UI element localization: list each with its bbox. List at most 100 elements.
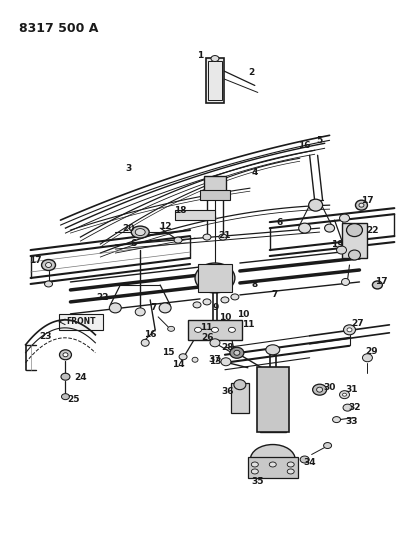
Bar [248, 456, 298, 479]
Ellipse shape [343, 393, 346, 396]
Text: 8: 8 [252, 280, 258, 289]
Text: 12: 12 [159, 222, 171, 231]
Ellipse shape [324, 442, 332, 449]
Ellipse shape [234, 350, 240, 356]
Ellipse shape [179, 354, 187, 360]
Ellipse shape [234, 379, 246, 390]
Text: 21: 21 [219, 231, 231, 239]
Bar [206, 58, 224, 103]
Text: 2: 2 [249, 68, 255, 77]
Ellipse shape [308, 199, 323, 211]
Text: 34: 34 [303, 458, 316, 467]
Text: 37: 37 [208, 356, 221, 364]
Ellipse shape [61, 373, 70, 380]
Ellipse shape [230, 348, 244, 358]
Ellipse shape [195, 263, 235, 293]
Ellipse shape [44, 281, 53, 287]
Ellipse shape [333, 417, 341, 423]
Text: 18: 18 [174, 206, 186, 215]
Text: 10: 10 [237, 310, 249, 319]
Ellipse shape [211, 327, 218, 333]
Bar [231, 383, 249, 413]
Bar [188, 320, 242, 340]
Ellipse shape [337, 246, 346, 254]
Ellipse shape [135, 229, 145, 236]
Text: 6: 6 [277, 217, 283, 227]
Text: 3: 3 [125, 164, 131, 173]
Text: 6: 6 [130, 239, 136, 247]
Ellipse shape [339, 214, 350, 222]
Text: 10: 10 [219, 313, 231, 322]
Text: 27: 27 [351, 319, 364, 328]
Text: 16: 16 [298, 141, 311, 150]
Text: 29: 29 [365, 348, 378, 356]
Text: 11: 11 [200, 324, 212, 333]
Ellipse shape [193, 302, 201, 308]
Text: 11: 11 [242, 320, 254, 329]
Ellipse shape [344, 325, 355, 335]
Text: 7: 7 [150, 303, 156, 312]
Bar [175, 210, 215, 220]
Ellipse shape [346, 224, 362, 237]
Text: FRONT: FRONT [67, 317, 96, 326]
Ellipse shape [313, 384, 326, 395]
Ellipse shape [325, 224, 335, 232]
Text: 16: 16 [144, 330, 156, 340]
Ellipse shape [203, 299, 211, 305]
Ellipse shape [219, 234, 227, 240]
Ellipse shape [141, 340, 149, 346]
Bar [200, 190, 230, 200]
Ellipse shape [287, 469, 294, 474]
Text: 26: 26 [202, 333, 214, 342]
Ellipse shape [355, 200, 368, 210]
Ellipse shape [251, 469, 258, 474]
Text: 17: 17 [375, 278, 388, 286]
Ellipse shape [228, 327, 235, 333]
Text: 28: 28 [222, 343, 234, 352]
Ellipse shape [211, 55, 219, 61]
Text: 17: 17 [361, 196, 374, 205]
Text: 36: 36 [222, 387, 234, 396]
Text: 32: 32 [348, 403, 361, 412]
Text: 1: 1 [197, 51, 203, 60]
Text: 22: 22 [96, 294, 109, 302]
Text: 20: 20 [122, 224, 135, 232]
FancyBboxPatch shape [60, 314, 103, 330]
Text: 15: 15 [162, 348, 174, 357]
Bar [197, 264, 233, 292]
Text: 30: 30 [324, 383, 336, 392]
Ellipse shape [46, 263, 51, 268]
Ellipse shape [131, 226, 149, 238]
Text: 25: 25 [67, 395, 80, 404]
Ellipse shape [203, 234, 211, 240]
Text: 8317 500 A: 8317 500 A [19, 22, 98, 35]
Ellipse shape [373, 281, 382, 289]
Bar [208, 61, 222, 100]
Bar [257, 367, 289, 432]
Bar [204, 176, 226, 194]
Ellipse shape [63, 353, 68, 357]
Ellipse shape [269, 462, 276, 467]
Ellipse shape [317, 387, 323, 392]
Ellipse shape [221, 297, 229, 303]
Text: 33: 33 [345, 417, 358, 426]
Ellipse shape [359, 203, 364, 207]
Ellipse shape [266, 345, 280, 355]
Ellipse shape [299, 223, 310, 233]
Text: 24: 24 [74, 373, 87, 382]
Ellipse shape [135, 308, 145, 316]
Text: 7: 7 [272, 290, 278, 300]
Text: 5: 5 [317, 136, 323, 145]
Ellipse shape [109, 303, 121, 313]
Ellipse shape [62, 394, 69, 400]
Ellipse shape [192, 357, 198, 362]
Bar [342, 223, 367, 257]
Ellipse shape [339, 391, 350, 399]
Ellipse shape [42, 260, 55, 270]
Ellipse shape [251, 445, 295, 474]
Ellipse shape [362, 354, 373, 362]
Ellipse shape [300, 456, 309, 463]
Ellipse shape [168, 326, 175, 332]
Text: 22: 22 [366, 225, 379, 235]
Ellipse shape [210, 339, 220, 347]
